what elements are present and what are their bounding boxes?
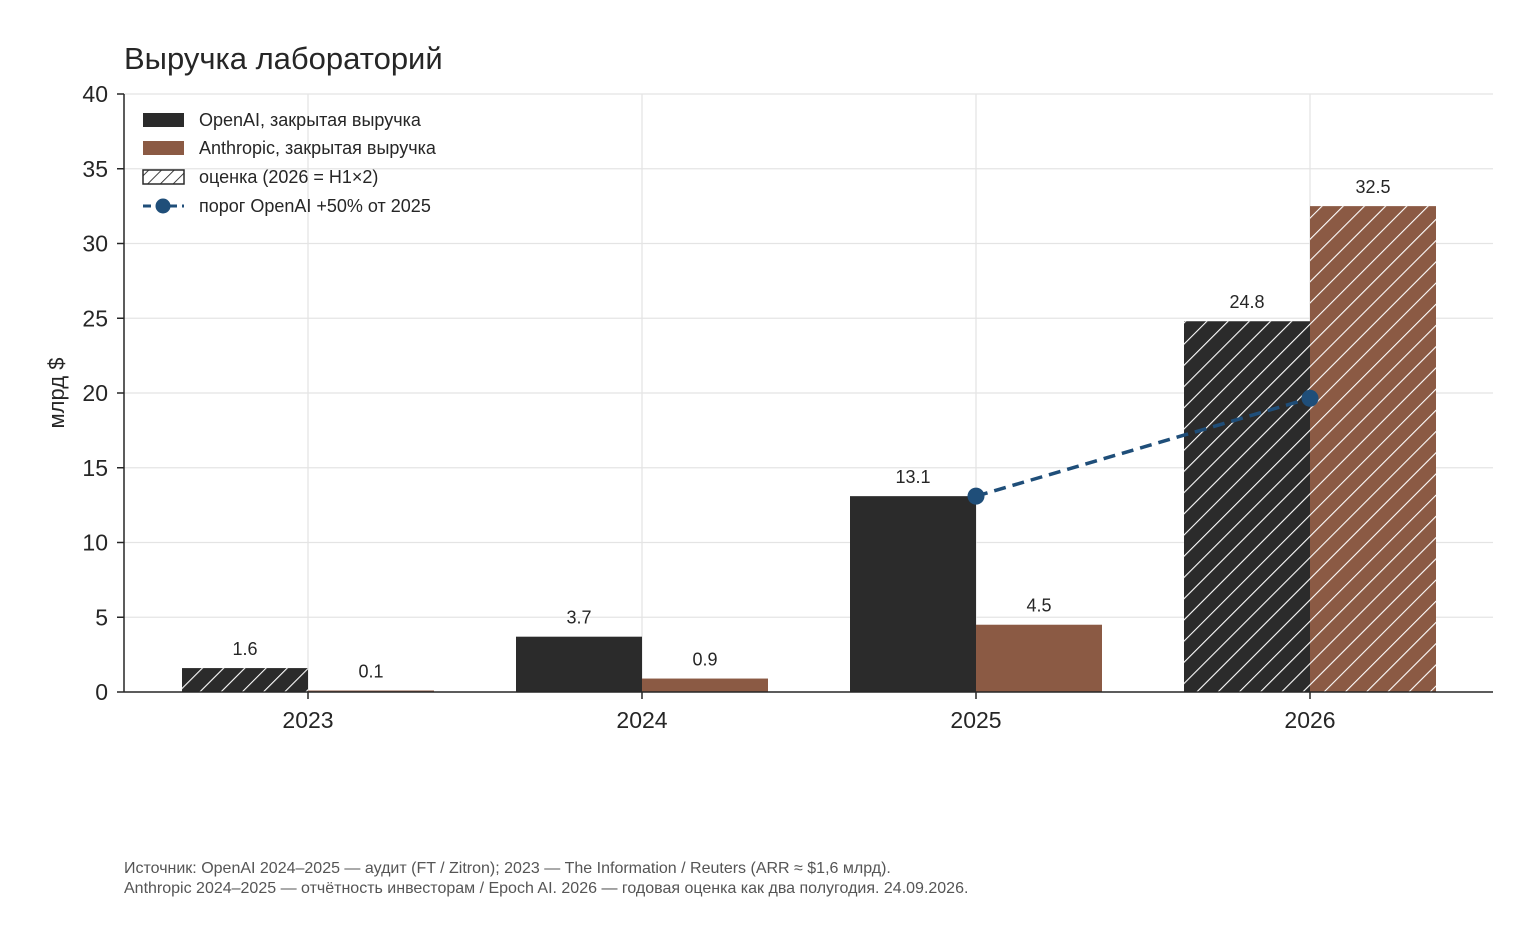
y-tick-label: 15 [82, 455, 108, 481]
bar-value-label: 1.6 [232, 639, 257, 659]
bar-value-label: 24.8 [1229, 292, 1264, 312]
bar-value-label: 32.5 [1355, 177, 1390, 197]
bar-anthropic-2024 [642, 678, 768, 692]
legend-label-estimate: оценка (2026 = H1×2) [199, 167, 378, 187]
y-tick-label: 10 [82, 530, 108, 556]
source-note-line-1: Источник: OpenAI 2024–2025 — аудит (FT /… [124, 860, 891, 877]
bar-estimate-hatch [1184, 321, 1310, 692]
legend-label-threshold: порог OpenAI +50% от 2025 [199, 196, 431, 216]
y-tick-label: 20 [82, 380, 108, 406]
y-tick-label: 5 [95, 604, 108, 630]
x-tick-label: 2023 [282, 707, 333, 733]
bar-value-label: 0.1 [358, 662, 383, 682]
threshold-point [1301, 389, 1319, 407]
legend-label-openai: OpenAI, закрытая выручка [199, 110, 422, 130]
threshold-point [967, 487, 985, 505]
threshold-line [975, 396, 1311, 498]
chart-title: Выручка лабораторий [124, 41, 443, 76]
x-tick-label: 2025 [950, 707, 1001, 733]
legend-swatch-openai [143, 113, 184, 127]
bar-openai-2025 [850, 496, 976, 692]
bar-value-label: 0.9 [692, 650, 717, 670]
legend-swatch-anthropic [143, 141, 184, 155]
bar-anthropic-2025 [976, 624, 1102, 692]
legend-swatch-threshold-marker [155, 198, 171, 214]
y-axis-label: млрд $ [44, 358, 69, 429]
bar-value-label: 13.1 [895, 467, 930, 487]
bar-value-label: 4.5 [1026, 596, 1051, 616]
legend-swatch-estimate [142, 169, 185, 185]
y-tick-label: 30 [82, 231, 108, 257]
y-tick-label: 35 [82, 156, 108, 182]
source-note-line-2: Anthropic 2024–2025 — отчётность инвесто… [124, 880, 968, 897]
x-tick-label: 2024 [616, 707, 667, 733]
bar-estimate-hatch [1310, 206, 1436, 692]
y-tick-label: 40 [82, 81, 108, 107]
y-tick-label: 25 [82, 305, 108, 331]
y-tick-label: 0 [95, 679, 108, 705]
bar-openai-2024 [516, 636, 642, 692]
bar-estimate-hatch [182, 668, 308, 692]
bar-value-label: 3.7 [566, 608, 591, 628]
x-tick-label: 2026 [1284, 707, 1335, 733]
legend-label-anthropic: Anthropic, закрытая выручка [199, 138, 437, 158]
